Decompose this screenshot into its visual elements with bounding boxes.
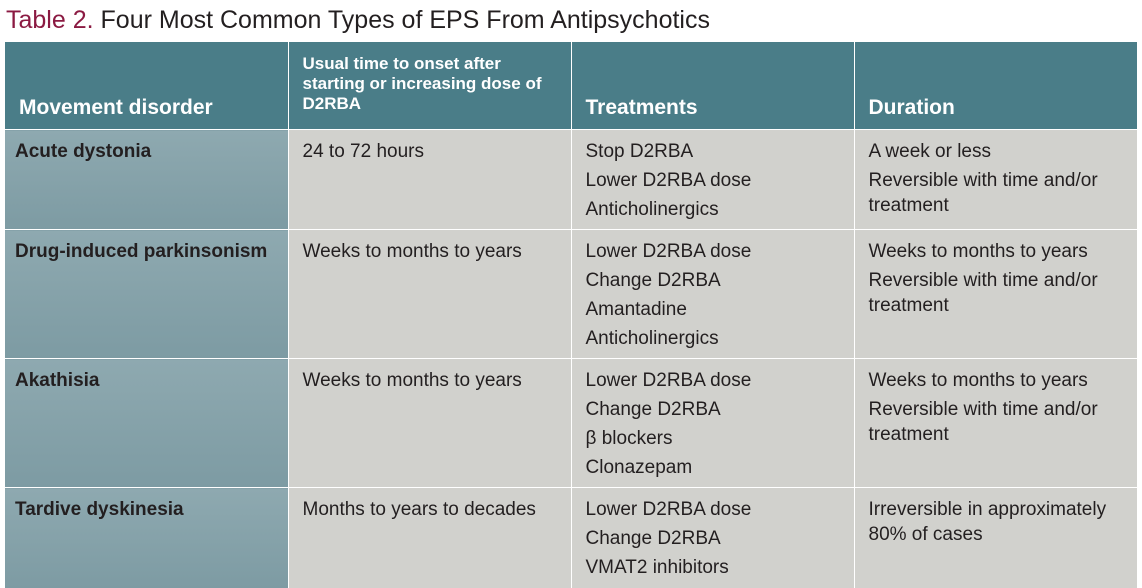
cell-line: Reversible with time and/or treatment xyxy=(868,270,1098,316)
cell-line: Lower D2RBA dose xyxy=(585,170,752,191)
cell-line: Stop D2RBA xyxy=(585,141,694,162)
table-cell: Months to years to decades xyxy=(287,487,571,588)
cell-line: Change D2RBA xyxy=(585,528,721,549)
table-cell: Weeks to months to years xyxy=(287,358,571,488)
table-cell: Irreversible in approximately 80% of cas… xyxy=(853,487,1137,588)
table-cell: 24 to 72 hours xyxy=(287,129,571,230)
table-cell: Weeks to months to years xyxy=(287,229,571,359)
cell-line: Lower D2RBA dose xyxy=(585,241,752,262)
cell-line: Clonazepam xyxy=(585,457,693,478)
header-cell: Duration xyxy=(853,42,1137,130)
cell-line: Irreversible in approximately 80% of cas… xyxy=(868,499,1107,545)
cell-line: Lower D2RBA dose xyxy=(585,370,752,391)
table-label: Table 2. xyxy=(6,6,94,34)
cell-line: Reversible with time and/or treatment xyxy=(868,399,1098,445)
row-header-cell: Acute dystonia xyxy=(5,129,288,230)
table-row: Drug-induced parkinsonism Weeks to months… xyxy=(5,229,1137,359)
header-cell: Movement disorder xyxy=(5,42,288,130)
cell-line: Weeks to months to years xyxy=(302,370,522,391)
cell-line: Amantadine xyxy=(585,299,687,320)
header-cell: Usual time to onset after starting or in… xyxy=(287,42,571,130)
table-row: Acute dystonia 24 to 72 hours Stop D2RBA Lo… xyxy=(5,129,1137,230)
table: Movement disorder Usual time to onset aft… xyxy=(5,42,1137,588)
cell-line: Reversible with time and/or treatment xyxy=(868,170,1098,216)
row-header-cell: Drug-induced parkinsonism xyxy=(5,229,288,359)
table-cell: Lower D2RBA dose Change D2RBA β blockers Cl… xyxy=(570,358,854,488)
cell-line: Weeks to months to years xyxy=(868,241,1088,262)
cell-line: β blockers xyxy=(585,428,673,449)
header-row: Movement disorder Usual time to onset aft… xyxy=(5,42,1137,130)
table-cell: Stop D2RBA Lower D2RBA dose Anticholinergi… xyxy=(570,129,854,230)
cell-line: Months to years to decades xyxy=(302,499,536,520)
table-cell: Lower D2RBA dose Change D2RBA Amantadine An… xyxy=(570,229,854,359)
cell-line: A week or less xyxy=(868,141,992,162)
title-text: Four Most Common Types of EPS From Antip… xyxy=(100,6,710,34)
cell-line: Change D2RBA xyxy=(585,270,721,291)
table-cell: Weeks to months to years Reversible with … xyxy=(853,229,1137,359)
cell-line: Weeks to months to years xyxy=(868,370,1088,391)
row-header-cell: Tardive dyskinesia xyxy=(5,487,288,588)
cell-line: VMAT2 inhibitors xyxy=(585,557,729,578)
cell-line: 24 to 72 hours xyxy=(302,141,424,162)
cell-line: Change D2RBA xyxy=(585,399,721,420)
cell-line: Lower D2RBA dose xyxy=(585,499,752,520)
cell-line: Anticholinergics xyxy=(585,328,719,349)
table-title: Table 2. Four Most Common Types of EPS F… xyxy=(6,6,710,35)
cell-line: Weeks to months to years xyxy=(302,241,522,262)
table-row: Tardive dyskinesia Months to years to dec… xyxy=(5,487,1137,588)
row-header-cell: Akathisia xyxy=(5,358,288,488)
table-row: Akathisia Weeks to months to years Lower D… xyxy=(5,358,1137,488)
cell-line: Anticholinergics xyxy=(585,199,719,220)
table-cell: Lower D2RBA dose Change D2RBA VMAT2 inhibi… xyxy=(570,487,854,588)
header-cell: Treatments xyxy=(570,42,854,130)
table-body: Acute dystonia 24 to 72 hours Stop D2RBA Lo… xyxy=(5,129,1137,588)
table-cell: A week or less Reversible with time and/o… xyxy=(853,129,1137,230)
table-cell: Weeks to months to years Reversible with … xyxy=(853,358,1137,488)
